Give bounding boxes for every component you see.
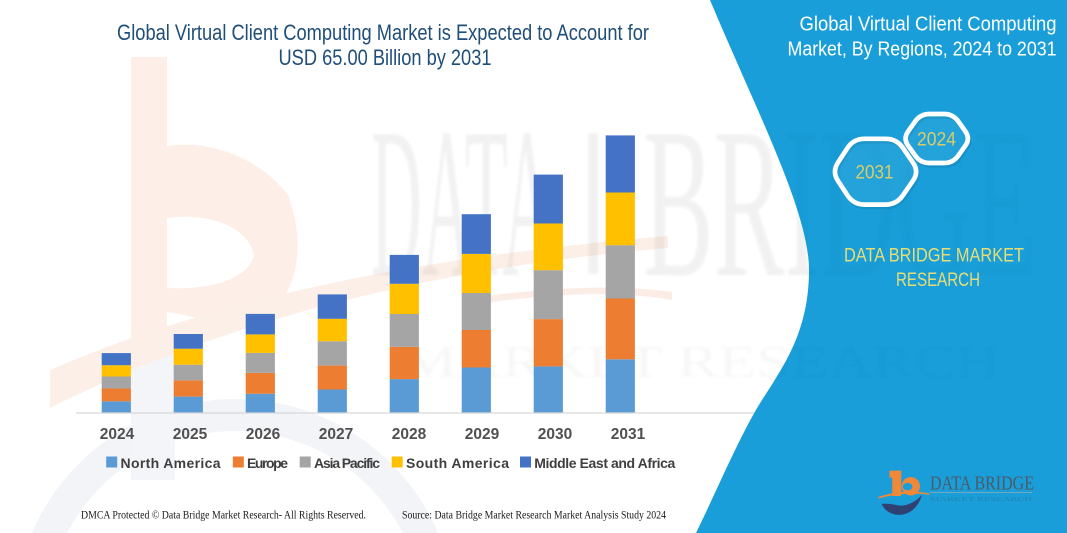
- svg-text:MARKET RESEARCH: MARKET RESEARCH: [930, 496, 1032, 503]
- svg-text:2029: 2029: [465, 426, 500, 443]
- svg-text:Global Virtual Client Computin: Global Virtual Client Computing: [800, 14, 1057, 36]
- svg-text:South America: South America: [406, 455, 509, 471]
- svg-text:North America: North America: [121, 455, 221, 471]
- svg-text:2028: 2028: [392, 426, 427, 443]
- svg-text:Market, By Regions, 2024 to 20: Market, By Regions, 2024 to 2031: [788, 39, 1057, 61]
- svg-text:DMCA Protected © Data Bridge M: DMCA Protected © Data Bridge Market Rese…: [81, 510, 366, 522]
- svg-text:2027: 2027: [319, 426, 353, 443]
- svg-text:2025: 2025: [173, 426, 208, 443]
- svg-text:2031: 2031: [611, 426, 646, 443]
- svg-text:Asia Pacific: Asia Pacific: [314, 455, 380, 471]
- svg-text:Global Virtual Client Computin: Global Virtual Client Computing Market i…: [117, 20, 649, 45]
- svg-text:DATA BRIDGE: DATA BRIDGE: [930, 472, 1034, 494]
- svg-text:2026: 2026: [246, 426, 281, 443]
- svg-text:2024: 2024: [917, 129, 956, 150]
- svg-text:2031: 2031: [856, 163, 894, 184]
- svg-text:DATA BRIDGE MARKET: DATA BRIDGE MARKET: [844, 246, 1024, 267]
- svg-text:USD 65.00 Billion by 2031: USD 65.00 Billion by 2031: [279, 45, 492, 70]
- svg-text:RESEARCH: RESEARCH: [896, 270, 980, 291]
- svg-text:2030: 2030: [538, 426, 572, 443]
- svg-text:2024: 2024: [100, 426, 135, 443]
- svg-text:Europe: Europe: [247, 455, 288, 471]
- svg-text:Source: Data Bridge Market Res: Source: Data Bridge Market Research Mark…: [402, 510, 666, 522]
- svg-text:Middle East and Africa: Middle East and Africa: [534, 455, 675, 471]
